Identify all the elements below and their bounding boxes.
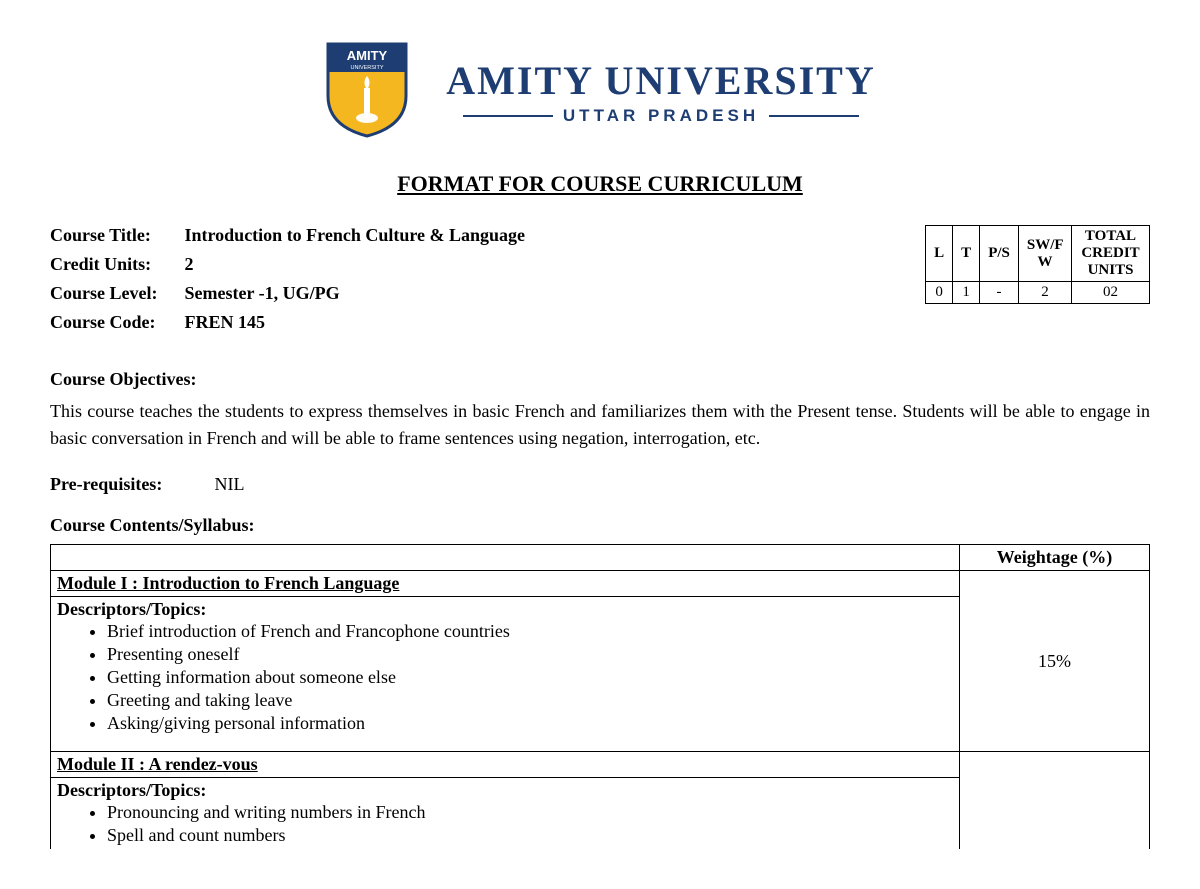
module-1-topic-list: Brief introduction of French and Francop… [57, 620, 953, 735]
state-row: UTTAR PRADESH [446, 106, 875, 126]
state-text: UTTAR PRADESH [563, 106, 759, 126]
list-item: Asking/giving personal information [107, 712, 953, 735]
syllabus-heading: Course Contents/Syllabus: [50, 515, 1150, 536]
course-title-line: Course Title: Introduction to French Cul… [50, 225, 925, 246]
list-item: Getting information about someone else [107, 666, 953, 689]
course-level-line: Course Level: Semester -1, UG/PG [50, 283, 925, 304]
module-2-desc-cell: Descriptors/Topics: Pronouncing and writ… [51, 778, 960, 850]
module-1-weight: 15% [960, 571, 1150, 752]
credit-cell-ps: - [980, 282, 1019, 304]
university-shield-logo: AMITY UNIVERSITY [324, 40, 410, 143]
divider-left [463, 115, 553, 117]
course-title-label: Course Title: [50, 225, 180, 246]
module-2-desc-label: Descriptors/Topics: [57, 780, 953, 801]
credit-header-l: L [926, 226, 953, 282]
list-item: Spell and count numbers [107, 824, 953, 847]
course-level-label: Course Level: [50, 283, 180, 304]
credit-cell-l: 0 [926, 282, 953, 304]
divider-right [769, 115, 859, 117]
university-name: AMITY UNIVERSITY [446, 57, 875, 104]
prereq-line: Pre-requisites: NIL [50, 474, 1150, 495]
module-1-desc-label: Descriptors/Topics: [57, 599, 953, 620]
header: AMITY UNIVERSITY AMITY UNIVERSITY UTTAR … [50, 40, 1150, 143]
prereq-value: NIL [215, 474, 245, 494]
list-item: Presenting oneself [107, 643, 953, 666]
credit-units-value: 2 [185, 254, 194, 274]
credit-header-t: T [953, 226, 980, 282]
format-title: FORMAT FOR COURSE CURRICULUM [50, 171, 1150, 197]
shield-sub-text: UNIVERSITY [351, 65, 384, 71]
objectives-heading: Course Objectives: [50, 369, 1150, 390]
credit-cell-t: 1 [953, 282, 980, 304]
course-title-value: Introduction to French Culture & Languag… [185, 225, 526, 245]
module-1-title-cell: Module I : Introduction to French Langua… [51, 571, 960, 597]
course-code-label: Course Code: [50, 312, 180, 333]
credit-header-swfw: SW/F W [1018, 226, 1071, 282]
university-name-block: AMITY UNIVERSITY UTTAR PRADESH [446, 57, 875, 126]
course-code-line: Course Code: FREN 145 [50, 312, 925, 333]
module-2-topic-list: Pronouncing and writing numbers in Frenc… [57, 801, 953, 847]
list-item: Brief introduction of French and Francop… [107, 620, 953, 643]
syllabus-empty-header [51, 545, 960, 571]
course-code-value: FREN 145 [185, 312, 266, 332]
course-info-block: Course Title: Introduction to French Cul… [50, 225, 925, 341]
module-1-title: Module I : Introduction to French Langua… [57, 573, 399, 593]
credit-cell-total: 02 [1072, 282, 1150, 304]
weightage-header: Weightage (%) [960, 545, 1150, 571]
credit-table: L T P/S SW/F W TOTAL CREDIT UNITS 0 1 - … [925, 225, 1150, 304]
shield-top-text: AMITY [347, 48, 388, 63]
syllabus-table: Weightage (%) Module I : Introduction to… [50, 544, 1150, 849]
credit-header-ps: P/S [980, 226, 1019, 282]
module-2-title: Module II : A rendez-vous [57, 754, 258, 774]
module-1-desc-cell: Descriptors/Topics: Brief introduction o… [51, 597, 960, 752]
module-2-weight [960, 752, 1150, 850]
credit-header-total: TOTAL CREDIT UNITS [1072, 226, 1150, 282]
module-2-title-cell: Module II : A rendez-vous [51, 752, 960, 778]
objectives-text: This course teaches the students to expr… [50, 398, 1150, 452]
prereq-label: Pre-requisites: [50, 474, 210, 495]
list-item: Greeting and taking leave [107, 689, 953, 712]
credit-units-label: Credit Units: [50, 254, 180, 275]
course-level-value: Semester -1, UG/PG [185, 283, 340, 303]
credit-cell-swfw: 2 [1018, 282, 1071, 304]
credit-units-line: Credit Units: 2 [50, 254, 925, 275]
list-item: Pronouncing and writing numbers in Frenc… [107, 801, 953, 824]
